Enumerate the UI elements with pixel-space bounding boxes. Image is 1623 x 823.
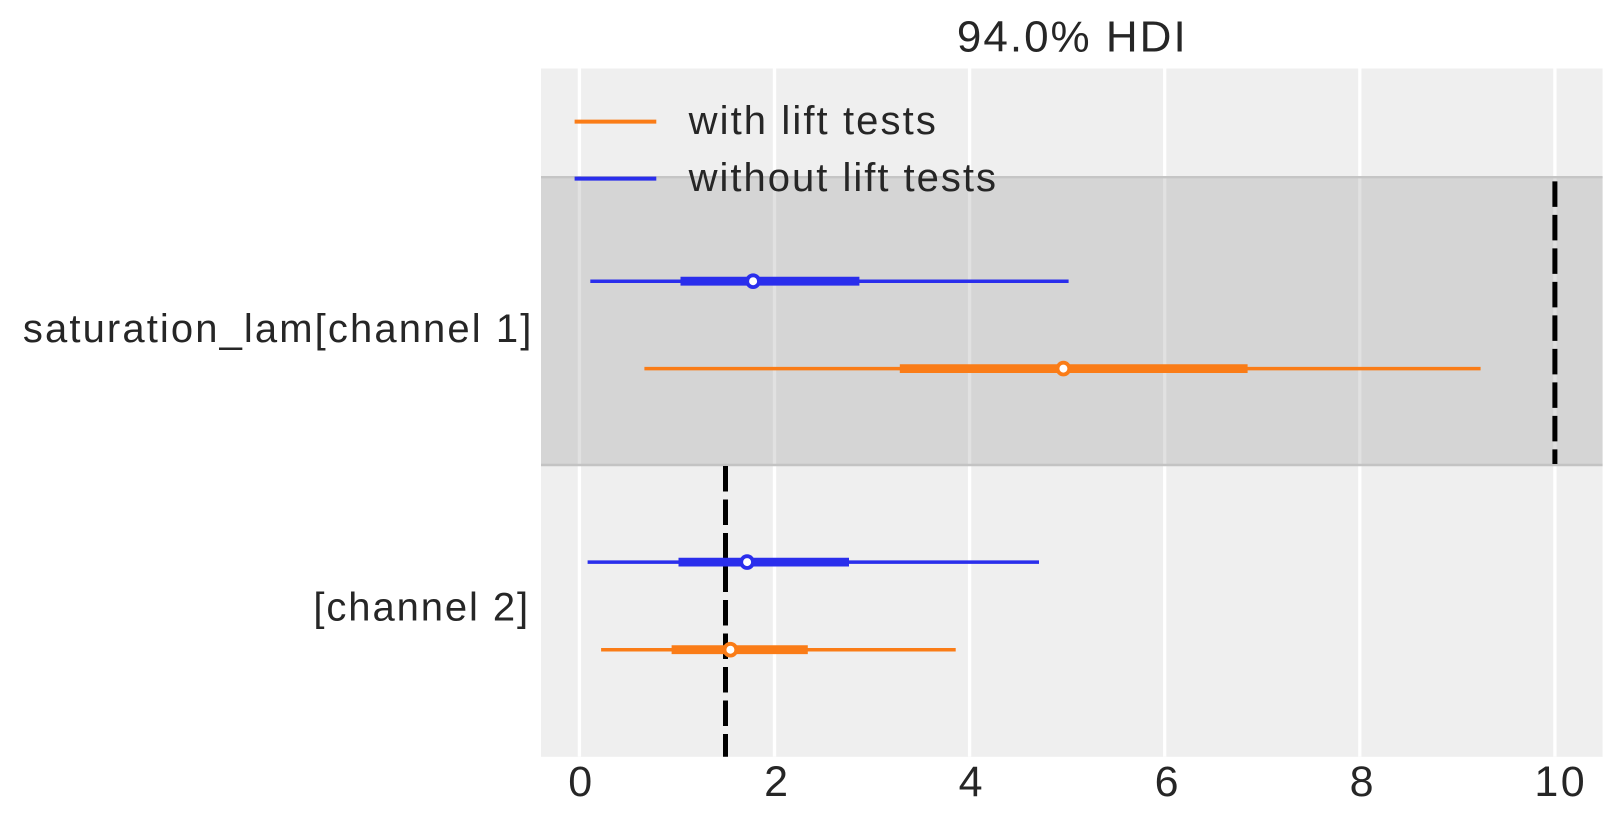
- svg-text:0: 0: [568, 758, 592, 806]
- svg-text:2: 2: [764, 758, 788, 806]
- svg-text:[channel 2]: [channel 2]: [313, 586, 530, 630]
- svg-text:94.0% HDI: 94.0% HDI: [957, 13, 1188, 62]
- svg-text:6: 6: [1155, 758, 1179, 806]
- svg-text:8: 8: [1350, 758, 1374, 806]
- svg-text:without lift tests: without lift tests: [688, 156, 998, 200]
- svg-text:10: 10: [1534, 758, 1587, 806]
- svg-text:saturation_lam[channel 1]: saturation_lam[channel 1]: [23, 307, 534, 351]
- svg-text:with lift tests: with lift tests: [688, 99, 938, 143]
- svg-text:4: 4: [959, 758, 983, 806]
